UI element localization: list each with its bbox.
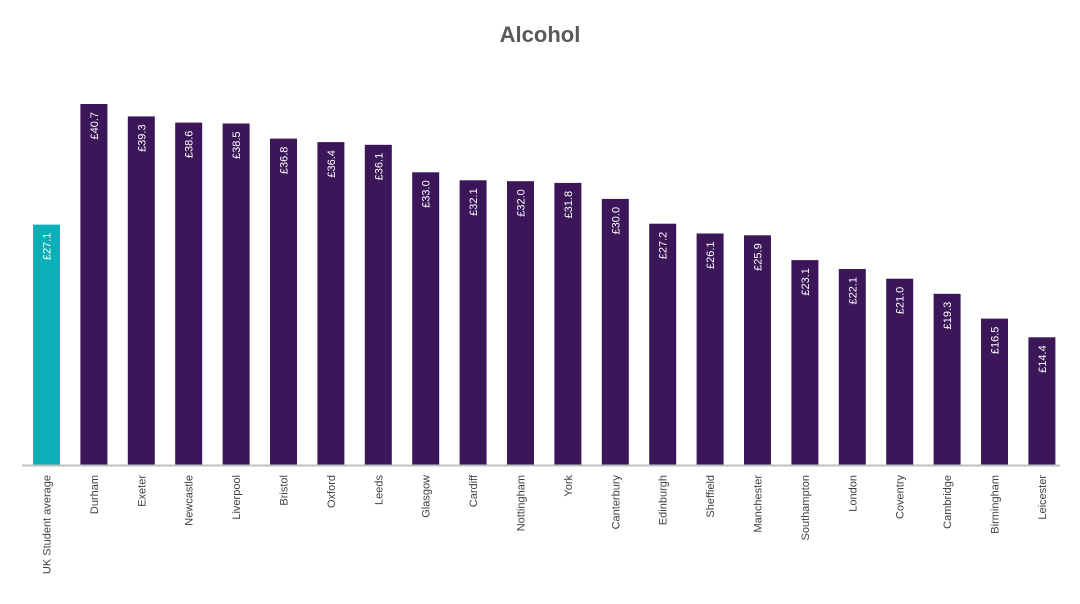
bar xyxy=(744,235,771,465)
x-tick-label: Glasgow xyxy=(421,475,433,518)
bar xyxy=(981,318,1008,465)
data-label: £39.3 xyxy=(136,124,148,152)
data-label: £21.0 xyxy=(895,287,907,315)
bar xyxy=(696,233,724,465)
bar xyxy=(507,181,534,465)
data-label: £16.5 xyxy=(990,327,1002,355)
x-tick-label: Bristol xyxy=(279,475,291,506)
bar xyxy=(459,180,487,466)
x-tick-label: UK Student average xyxy=(42,475,54,574)
bar xyxy=(33,224,60,465)
data-label: £33.0 xyxy=(421,180,433,208)
x-tick-label: Edinburgh xyxy=(658,475,670,525)
data-label: £22.1 xyxy=(847,277,859,305)
bar xyxy=(80,104,108,465)
x-tick-label: Nottingham xyxy=(516,475,528,531)
bar xyxy=(601,198,629,465)
bar xyxy=(1028,337,1056,465)
data-label: £30.0 xyxy=(610,207,622,235)
data-label: £25.9 xyxy=(753,243,765,271)
bar xyxy=(317,142,345,465)
bar xyxy=(127,116,155,466)
x-tick-label: Manchester xyxy=(753,475,765,533)
data-label: £27.2 xyxy=(658,232,670,260)
x-tick-label: Leeds xyxy=(373,475,385,505)
x-tick-label: Sheffield xyxy=(705,475,717,518)
data-label: £36.1 xyxy=(373,153,385,181)
data-label: £26.1 xyxy=(705,242,717,270)
bar xyxy=(838,269,866,465)
x-tick-label: Liverpool xyxy=(231,475,243,520)
x-tick-label: York xyxy=(563,475,575,497)
data-label: £23.1 xyxy=(800,268,812,296)
bar xyxy=(554,182,582,465)
data-label: £19.3 xyxy=(942,302,954,330)
x-tick-label: Durham xyxy=(89,475,101,514)
data-label: £27.1 xyxy=(42,233,54,261)
bar xyxy=(933,293,961,465)
data-label: £40.7 xyxy=(89,112,101,140)
x-tick-label: Coventry xyxy=(895,475,907,520)
data-label: £38.6 xyxy=(184,131,196,159)
bar xyxy=(886,278,914,465)
x-tick-label: Cardiff xyxy=(468,474,480,507)
data-label: £32.1 xyxy=(468,188,480,216)
x-tick-label: Exeter xyxy=(136,475,148,507)
chart-title: Alcohol xyxy=(499,22,581,47)
bar xyxy=(270,138,297,465)
bar xyxy=(364,144,392,466)
bar xyxy=(649,223,677,465)
bar xyxy=(222,123,250,465)
data-label: £14.4 xyxy=(1037,345,1049,373)
x-tick-label: Canterbury xyxy=(610,475,622,530)
x-tick-label: Newcastle xyxy=(184,475,196,526)
x-tick-label: Cambridge xyxy=(942,475,954,529)
data-label: £32.0 xyxy=(516,189,528,217)
data-label: £38.5 xyxy=(231,132,243,160)
data-label: £31.8 xyxy=(563,191,575,219)
data-label: £36.8 xyxy=(279,147,291,175)
bar xyxy=(791,260,819,465)
x-tick-label: London xyxy=(847,475,859,512)
x-tick-label: Leicester xyxy=(1037,475,1049,520)
bar xyxy=(412,172,440,466)
x-tick-label: Oxford xyxy=(326,475,338,508)
bar xyxy=(175,122,203,465)
data-label: £36.4 xyxy=(326,150,338,178)
x-tick-label: Birmingham xyxy=(990,475,1002,534)
x-tick-label: Southampton xyxy=(800,475,812,540)
